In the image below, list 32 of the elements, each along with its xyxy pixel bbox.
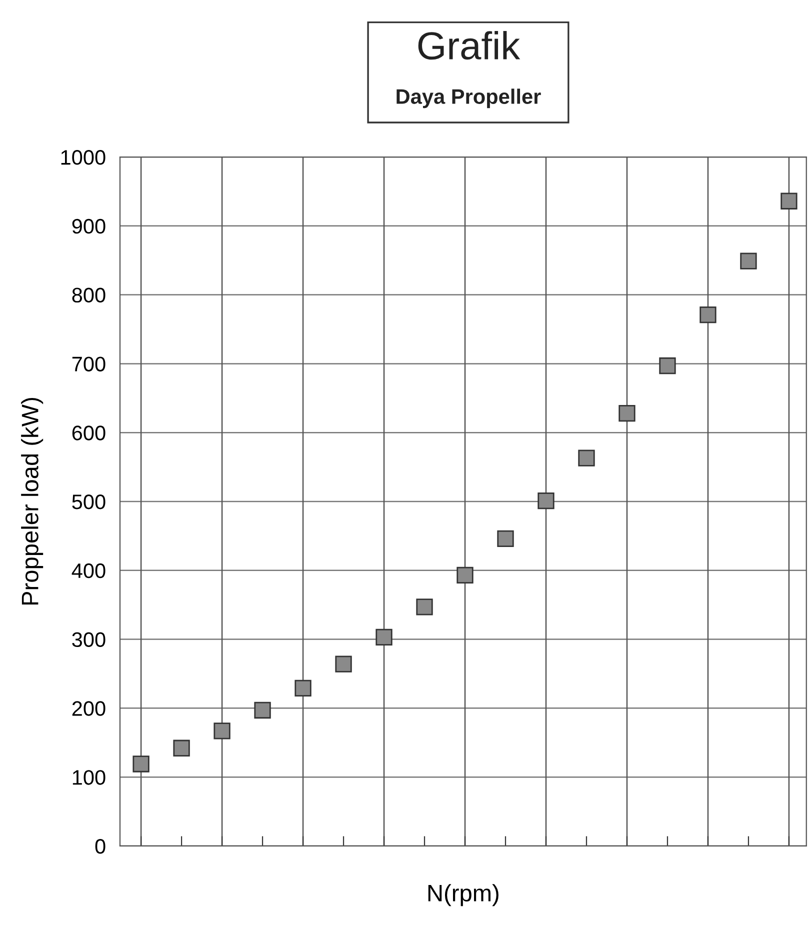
point — [538, 492, 554, 510]
y-tick-label: 500 — [72, 494, 106, 510]
point — [578, 450, 595, 466]
y-tick-label: 100 — [72, 770, 106, 785]
point — [294, 680, 312, 697]
point — [254, 702, 271, 719]
point — [376, 628, 392, 646]
y-tick-label: 200 — [72, 701, 106, 716]
y-tick-label: 900 — [72, 218, 106, 234]
chart-subtitle: Daya Propeller — [396, 88, 541, 108]
y-tick-label: 700 — [72, 356, 106, 372]
point — [700, 306, 716, 324]
y-tick-label: 600 — [72, 426, 106, 440]
point — [497, 530, 514, 548]
y-tick-label: 400 — [72, 563, 106, 578]
point — [416, 598, 433, 616]
y-tick-label: 0 — [95, 838, 106, 854]
point — [214, 722, 230, 740]
point — [456, 566, 474, 584]
point — [618, 404, 636, 422]
point — [335, 656, 352, 672]
chart-title: Grafik — [418, 31, 520, 60]
point — [780, 192, 798, 210]
y-tick-label: 300 — [72, 632, 106, 648]
point — [132, 756, 150, 772]
point — [659, 357, 676, 374]
y-tick-label: 1000 — [61, 150, 106, 165]
y-tick-label: 800 — [72, 288, 106, 303]
y-axis-title: Proppeler load (kW) — [21, 398, 44, 605]
point — [740, 252, 757, 270]
x-axis-title: N(rpm) — [428, 884, 498, 906]
point — [173, 740, 190, 756]
